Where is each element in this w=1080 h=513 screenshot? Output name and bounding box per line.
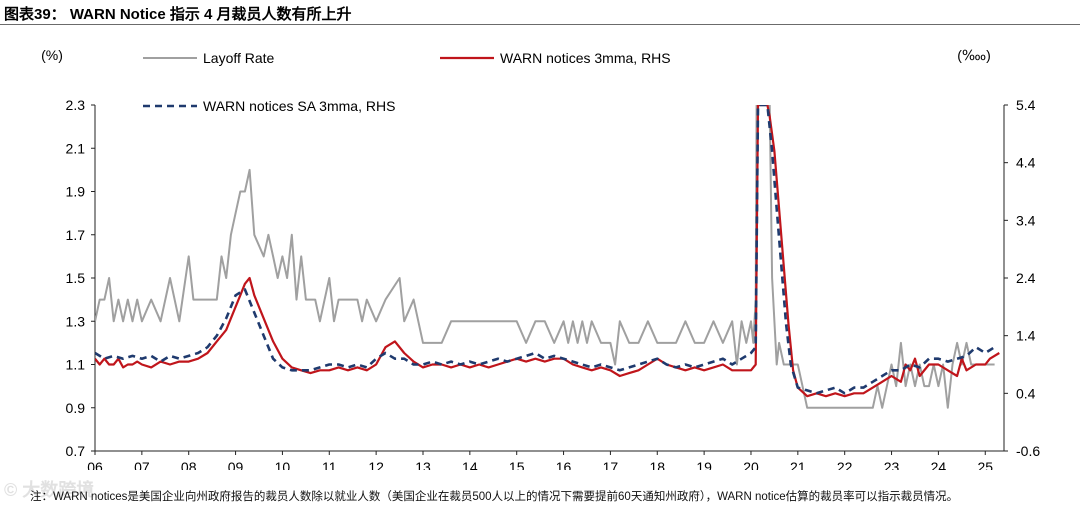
x-tick-label: 10 <box>275 459 291 470</box>
x-tick-label: 24 <box>931 459 947 470</box>
x-tick-label: 21 <box>790 459 806 470</box>
right-tick-label: -0.6 <box>1016 443 1040 459</box>
left-tick-label: 1.1 <box>66 357 86 373</box>
right-tick-label: 5.4 <box>1016 97 1036 113</box>
x-tick-label: 14 <box>462 459 478 470</box>
left-tick-label: 1.7 <box>66 227 86 243</box>
legend-label: Layoff Rate <box>203 50 275 66</box>
chart: 0.7 0.9 1.1 1.3 1.5 1.7 1.9 2.1 2.3 -0.6 0.4 1.4 2.4… <box>41 47 1040 470</box>
x-tick-label: 15 <box>509 459 525 470</box>
watermark: © 大数跨境 <box>4 480 95 500</box>
right-tick-label: 4.4 <box>1016 155 1036 171</box>
right-unit-label: (‱) <box>957 47 991 63</box>
right-tick-label: 1.4 <box>1016 328 1036 344</box>
series-warn-3mma <box>95 105 1000 398</box>
left-tick-label: 1.9 <box>66 184 86 200</box>
left-tick-label: 2.1 <box>66 140 86 156</box>
x-tick-label: 09 <box>228 459 244 470</box>
x-tick-label: 20 <box>743 459 759 470</box>
figure-note: 注：WARN notices是美国企业向州政府报告的裁员人数除以就业人数（美国企… <box>30 491 959 503</box>
title-divider <box>0 24 1080 25</box>
left-tick-label: 1.3 <box>66 313 86 329</box>
x-tick-label: 07 <box>134 459 150 470</box>
left-tick-label: 0.9 <box>66 400 86 416</box>
legend-label: WARN notices 3mma, RHS <box>500 50 671 66</box>
x-tick-label: 18 <box>649 459 665 470</box>
x-tick-label: 11 <box>322 459 337 470</box>
x-tick-label: 16 <box>556 459 572 470</box>
series-warn-sa-3mma <box>95 105 996 395</box>
x-tick-label: 25 <box>977 459 993 470</box>
left-tick-label: 2.3 <box>66 97 86 113</box>
right-tick-label: 3.4 <box>1016 212 1036 228</box>
plot-area <box>95 105 1000 409</box>
right-tick-label: 0.4 <box>1016 385 1036 401</box>
x-tick-label: 19 <box>696 459 712 470</box>
left-unit-label: (%) <box>41 47 63 63</box>
x-tick-label: 13 <box>415 459 431 470</box>
series-layoff-rate <box>95 105 995 409</box>
x-tick-label: 08 <box>181 459 197 470</box>
x-tick-label: 12 <box>368 459 384 470</box>
right-tick-label: 2.4 <box>1016 270 1036 286</box>
x-tick-label: 17 <box>603 459 619 470</box>
legend-label: WARN notices SA 3mma, RHS <box>203 98 395 114</box>
x-tick-label: 06 <box>87 459 103 470</box>
figure-title: 图表39： WARN Notice 指示 4 月裁员人数有所上升 <box>4 6 352 23</box>
left-tick-label: 1.5 <box>66 270 86 286</box>
x-tick-label: 23 <box>884 459 900 470</box>
left-tick-label: 0.7 <box>66 443 86 459</box>
x-tick-label: 22 <box>837 459 853 470</box>
